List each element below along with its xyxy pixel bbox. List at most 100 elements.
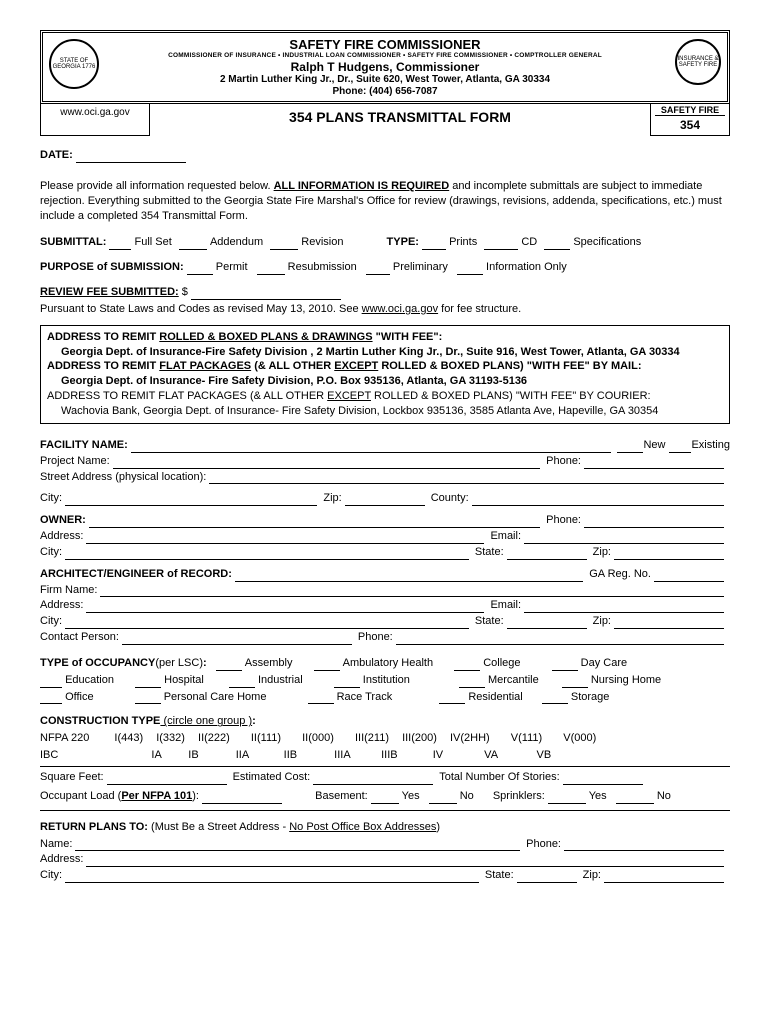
- occ-assembly-check[interactable]: [216, 659, 242, 671]
- date-field[interactable]: [76, 151, 186, 163]
- arch-city-field[interactable]: [65, 616, 469, 629]
- facility-zip-field[interactable]: [345, 493, 425, 506]
- arch-email-field[interactable]: [524, 600, 724, 613]
- occ-nurs-check[interactable]: [562, 676, 588, 688]
- occ-stor-check[interactable]: [542, 692, 568, 704]
- return-addr-field[interactable]: [86, 854, 724, 867]
- owner-email-field[interactable]: [524, 531, 724, 544]
- load-field[interactable]: [202, 792, 282, 804]
- stories-field[interactable]: [563, 772, 643, 785]
- ibc-5[interactable]: IIIB: [381, 749, 398, 761]
- purpose-permit-check[interactable]: [187, 263, 213, 275]
- sprinklers-yes-check[interactable]: [548, 792, 586, 804]
- occ-inst: Institution: [363, 673, 410, 688]
- architect-reg-field[interactable]: [654, 569, 724, 582]
- owner-city-field[interactable]: [65, 547, 469, 560]
- street-field[interactable]: [209, 471, 724, 484]
- ibc-2[interactable]: IIA: [236, 749, 249, 761]
- purpose-resub-check[interactable]: [257, 263, 285, 275]
- facility-name-field[interactable]: [131, 440, 612, 453]
- occ-pch-check[interactable]: [135, 692, 161, 704]
- occ-res-check[interactable]: [439, 692, 465, 704]
- nfpa-2[interactable]: II(222): [198, 732, 230, 744]
- arch-phone-field[interactable]: [396, 632, 724, 645]
- occ-office-check[interactable]: [40, 692, 62, 704]
- occ-amb-check[interactable]: [314, 659, 340, 671]
- type-spec-check[interactable]: [544, 238, 570, 250]
- arch-addr-row: Address: Email:: [40, 598, 730, 613]
- nfpa-7[interactable]: IV(2HH): [450, 732, 490, 744]
- architect-field[interactable]: [235, 569, 583, 582]
- addr-l5b: EXCEPT: [327, 390, 371, 402]
- owner-phone-field[interactable]: [584, 515, 724, 528]
- occ-daycare-check[interactable]: [552, 659, 578, 671]
- submittal-fullset-check[interactable]: [109, 238, 131, 250]
- return-city-row: City: State: Zip:: [40, 868, 730, 883]
- owner-zip-field[interactable]: [614, 547, 724, 560]
- owner-addr-field[interactable]: [86, 531, 484, 544]
- fee-link[interactable]: www.oci.ga.gov: [362, 303, 438, 315]
- basement-yes: Yes: [402, 790, 420, 802]
- cost-label: Estimated Cost:: [233, 770, 311, 785]
- ibc-7[interactable]: VA: [484, 749, 497, 761]
- owner-state-field[interactable]: [507, 547, 587, 560]
- occ-merc-check[interactable]: [459, 676, 485, 688]
- nfpa-4[interactable]: II(000): [302, 732, 334, 744]
- arch-addr-field[interactable]: [86, 600, 484, 613]
- occ-hosp: Hospital: [164, 673, 204, 688]
- occ-hosp-check[interactable]: [135, 676, 161, 688]
- nfpa-5[interactable]: III(211): [355, 732, 389, 744]
- type-prints-check[interactable]: [422, 238, 446, 250]
- facility-new-check[interactable]: [617, 441, 643, 453]
- basement-no-check[interactable]: [429, 792, 457, 804]
- addr-l2: Georgia Dept. of Insurance-Fire Safety D…: [47, 345, 723, 360]
- sqft-field[interactable]: [107, 772, 227, 785]
- return-addr-label: Address:: [40, 852, 83, 867]
- facility-existing-check[interactable]: [669, 441, 691, 453]
- arch-zip-field[interactable]: [614, 616, 724, 629]
- project-field[interactable]: [113, 456, 540, 469]
- arch-state-field[interactable]: [507, 616, 587, 629]
- nfpa-9[interactable]: V(000): [563, 732, 596, 744]
- purpose-info-check[interactable]: [457, 263, 483, 275]
- occ-race-check[interactable]: [308, 692, 334, 704]
- ibc-0[interactable]: IA: [151, 749, 161, 761]
- fee-field[interactable]: [191, 288, 341, 300]
- occ-ind-check[interactable]: [229, 676, 255, 688]
- ibc-1[interactable]: IB: [188, 749, 198, 761]
- occ-edu-check[interactable]: [40, 676, 62, 688]
- type-cd-check[interactable]: [484, 238, 518, 250]
- owner-field[interactable]: [89, 515, 540, 528]
- submittal-addendum-check[interactable]: [179, 238, 207, 250]
- purpose-prelim-check[interactable]: [366, 263, 390, 275]
- occ-inst-check[interactable]: [334, 676, 360, 688]
- return-city-field[interactable]: [65, 870, 479, 883]
- submittal-revision-check[interactable]: [270, 238, 298, 250]
- sprinklers-no-check[interactable]: [616, 792, 654, 804]
- return-name-field[interactable]: [75, 838, 520, 851]
- facility-zip-label: Zip:: [323, 491, 341, 506]
- load-label1: Occupant Load (: [40, 790, 121, 802]
- facility-phone-field[interactable]: [584, 456, 724, 469]
- nfpa-8[interactable]: V(111): [511, 732, 542, 744]
- return-phone-field[interactable]: [564, 838, 724, 851]
- ibc-3[interactable]: IIB: [284, 749, 297, 761]
- occ-college-check[interactable]: [454, 659, 480, 671]
- facility-city-field[interactable]: [65, 493, 317, 506]
- nfpa-6[interactable]: III(200): [402, 732, 437, 744]
- facility-county-field[interactable]: [472, 493, 724, 506]
- ibc-6[interactable]: IV: [433, 749, 443, 761]
- ibc-4[interactable]: IIIA: [334, 749, 350, 761]
- return-zip-field[interactable]: [604, 870, 724, 883]
- nfpa-3[interactable]: II(111): [251, 732, 281, 744]
- ibc-8[interactable]: VB: [537, 749, 552, 761]
- form-page: STATE OF GEORGIA 1776 INSURANCE & SAFETY…: [0, 0, 770, 914]
- return-state-field[interactable]: [517, 870, 577, 883]
- nfpa-1[interactable]: I(332): [156, 732, 185, 744]
- contact-field[interactable]: [122, 632, 352, 645]
- nfpa-0[interactable]: I(443): [114, 732, 143, 744]
- cost-field[interactable]: [313, 772, 433, 785]
- firm-field[interactable]: [100, 584, 724, 597]
- basement-yes-check[interactable]: [371, 792, 399, 804]
- opt-spec: Specifications: [573, 235, 641, 250]
